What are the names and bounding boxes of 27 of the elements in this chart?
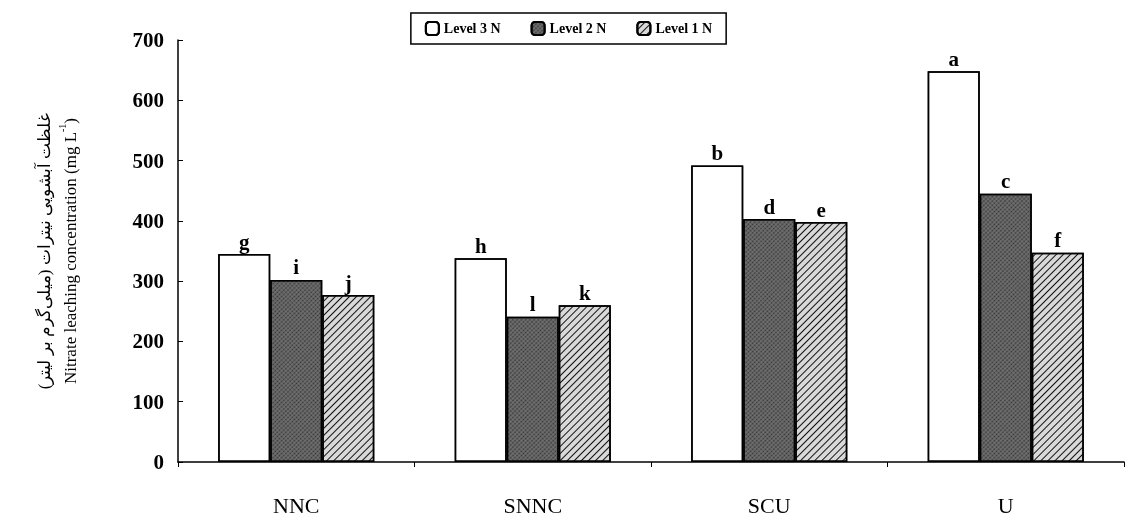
data-label: b xyxy=(711,140,724,165)
legend-label: Level 1 N xyxy=(655,21,713,36)
data-label: f xyxy=(1054,228,1063,253)
y-tick-label: 0 xyxy=(153,450,164,474)
y-tick-label: 400 xyxy=(132,208,164,233)
data-label: i xyxy=(293,255,300,280)
y-tick-label: 300 xyxy=(132,269,164,294)
data-label: d xyxy=(763,194,776,219)
data-label: c xyxy=(1001,169,1011,194)
data-label: h xyxy=(474,233,487,258)
y-tick-label: 500 xyxy=(132,148,164,173)
legend-label: Level 3 N xyxy=(443,21,501,36)
x-tick-label: SNNC xyxy=(503,492,563,518)
y-tick-label: 100 xyxy=(132,389,164,414)
legend-label: Level 2 N xyxy=(549,21,607,36)
y-tick-label: 200 xyxy=(132,329,164,354)
data-label: l xyxy=(529,292,536,317)
data-label: a xyxy=(948,46,960,71)
x-tick-label: U xyxy=(997,492,1014,518)
y-tick-label: 700 xyxy=(132,28,164,52)
data-label: e xyxy=(816,197,826,222)
x-tick-label: NNC xyxy=(273,492,320,518)
data-label: k xyxy=(578,280,591,305)
x-tick-label: SCU xyxy=(747,492,791,518)
y-tick-label: 600 xyxy=(132,88,164,113)
data-label: j xyxy=(343,270,352,295)
data-label: g xyxy=(238,229,250,254)
